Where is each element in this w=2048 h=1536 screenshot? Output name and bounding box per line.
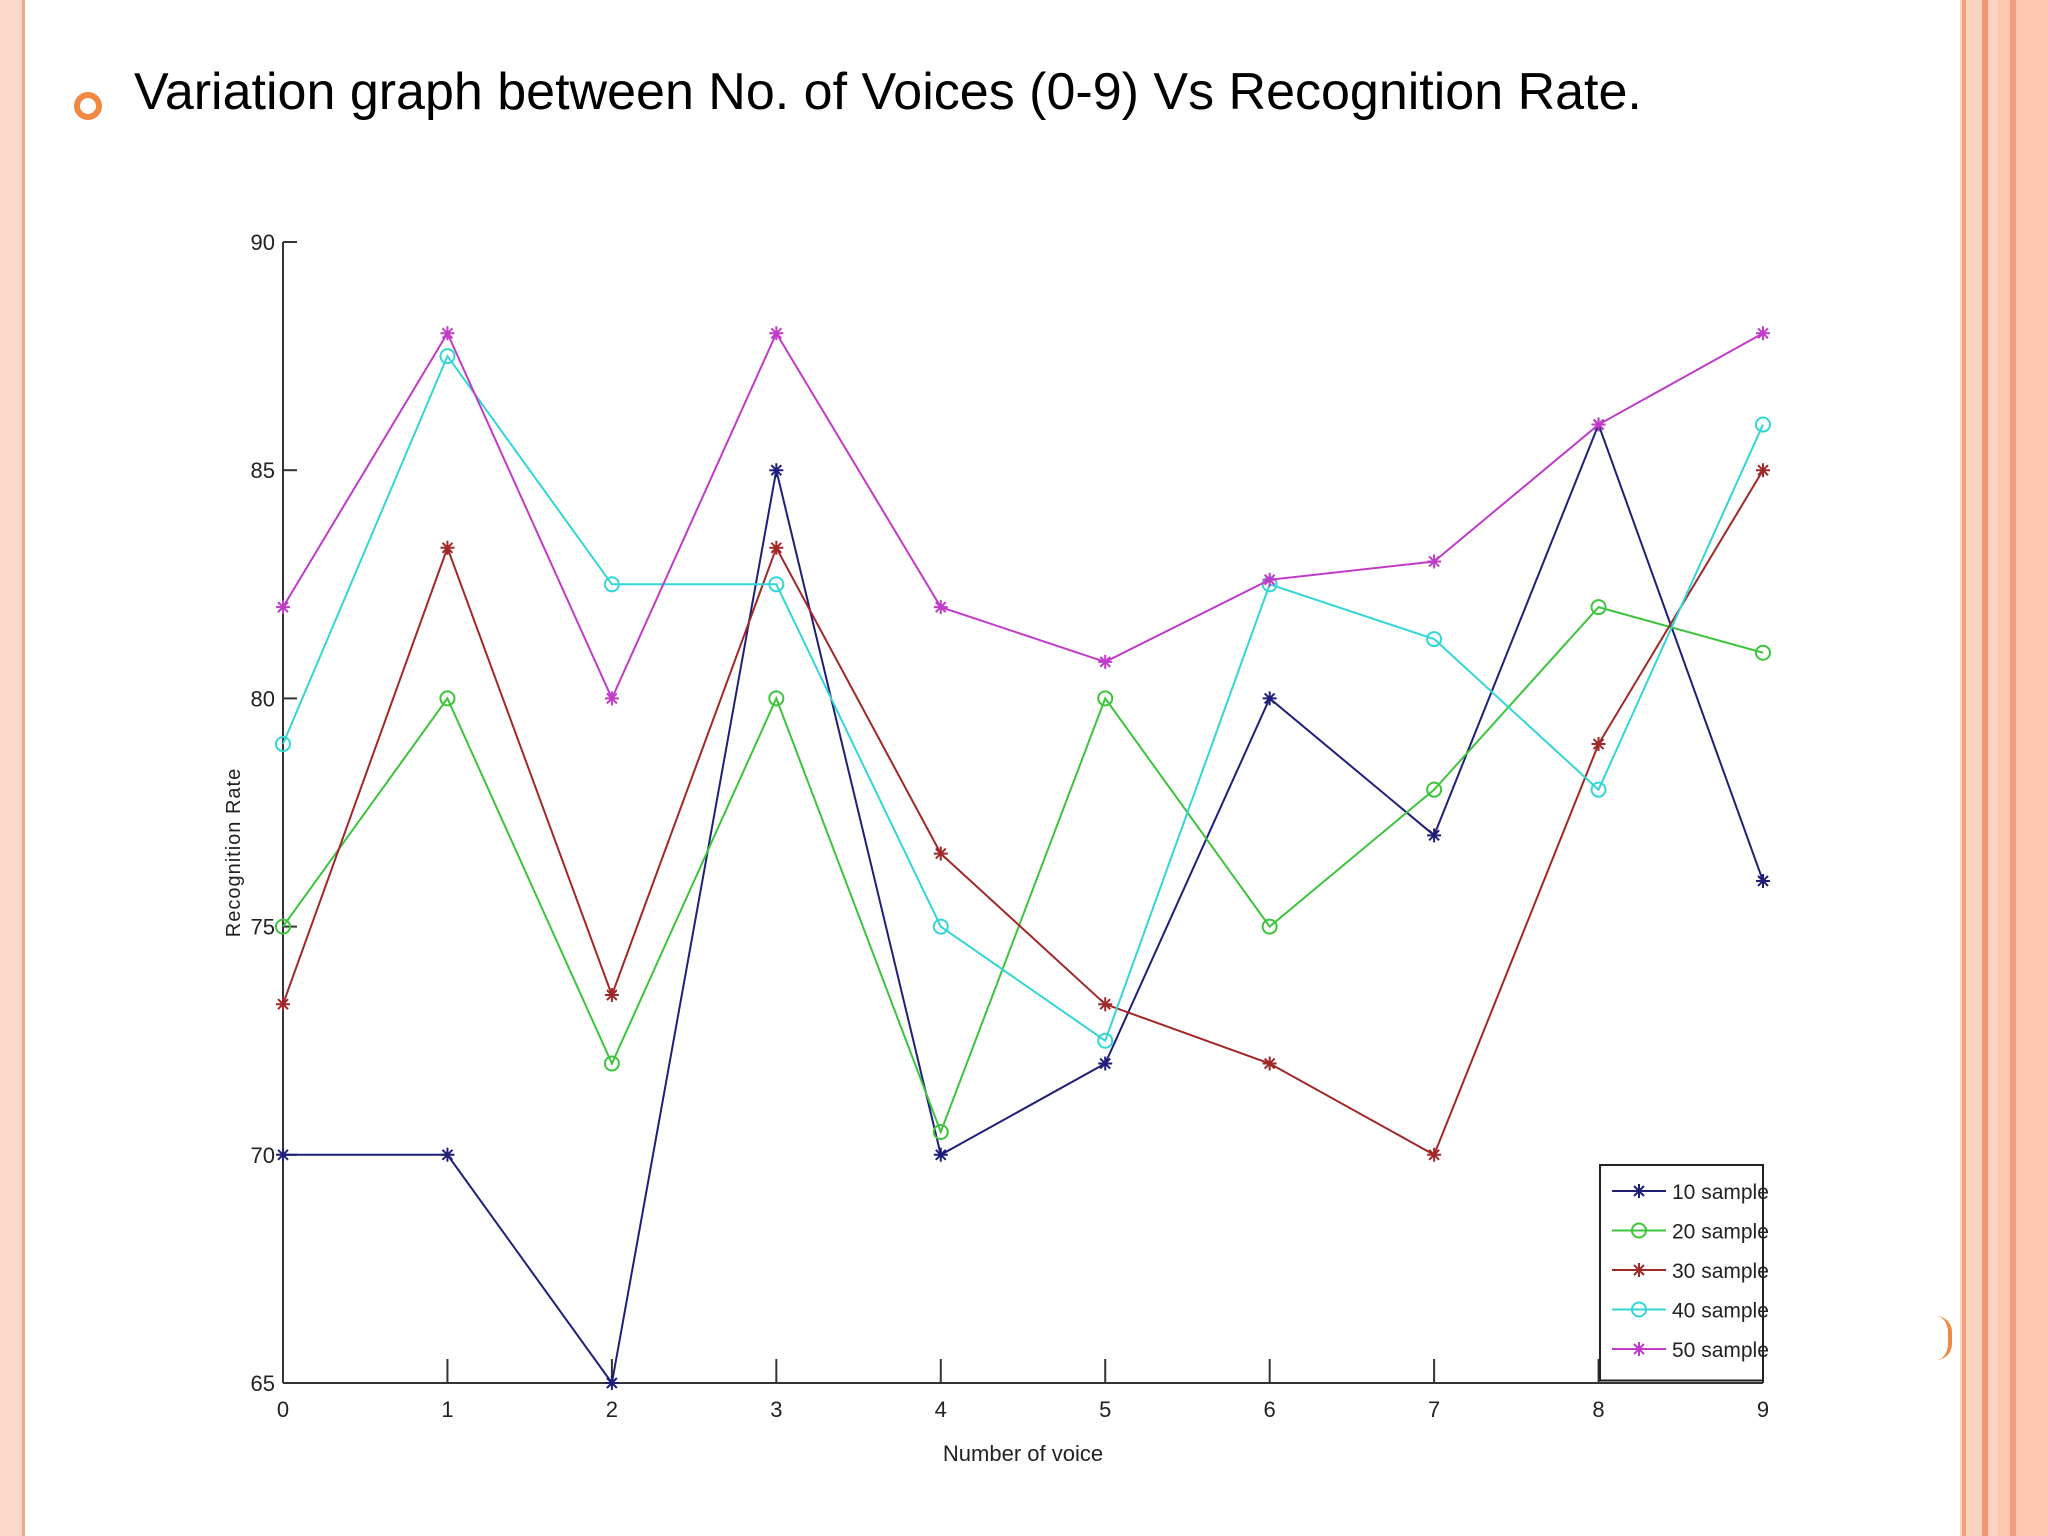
data-point	[1591, 417, 1606, 432]
legend-swatch-marker	[1632, 1342, 1646, 1356]
legend-swatch-marker	[1631, 1222, 1647, 1239]
data-point	[1426, 631, 1443, 648]
data-point	[1427, 828, 1442, 843]
y-tick-label: 65	[251, 1371, 275, 1396]
series-line-1	[283, 421, 1764, 1386]
data-point	[932, 918, 949, 935]
data-point	[604, 1376, 619, 1390]
right-frame-stripe	[1998, 0, 2048, 1536]
legend-swatch-marker	[1632, 1263, 1646, 1277]
data-point	[1262, 691, 1277, 706]
page-mark-icon	[1936, 1316, 1952, 1360]
data-point	[603, 1055, 620, 1072]
data-point	[1591, 737, 1606, 752]
series-line-4	[282, 354, 1764, 1043]
data-point	[933, 1147, 948, 1162]
data-point	[1755, 644, 1771, 661]
circle-bullet-icon	[74, 92, 102, 120]
data-point	[933, 846, 948, 861]
data-point	[1098, 997, 1113, 1012]
legend-entry: 20 sample	[1672, 1221, 1769, 1244]
data-point	[439, 690, 456, 707]
legend-swatch-marker	[1632, 1184, 1646, 1198]
data-point	[276, 1147, 290, 1162]
x-tick-label: 7	[1428, 1397, 1440, 1422]
data-point	[1098, 654, 1113, 669]
series-line-5	[282, 331, 1764, 701]
legend-entry: 30 sample	[1672, 1260, 1769, 1283]
data-point	[276, 600, 290, 615]
data-point	[768, 690, 785, 707]
data-point	[1097, 690, 1114, 707]
data-point	[1262, 572, 1277, 587]
data-point	[1098, 1056, 1113, 1071]
data-point	[1590, 599, 1607, 616]
y-tick-label: 80	[251, 686, 275, 711]
x-tick-label: 8	[1592, 1397, 1604, 1422]
right-frame-stripe	[1962, 0, 1966, 1536]
data-point	[1427, 1147, 1442, 1162]
data-point	[1097, 1032, 1114, 1049]
slide-title: Variation graph between No. of Voices (0…	[134, 63, 1642, 121]
x-tick-label: 2	[606, 1397, 618, 1422]
data-point	[275, 736, 291, 753]
data-point	[604, 988, 619, 1003]
data-point	[440, 1147, 455, 1162]
data-point	[1427, 554, 1442, 569]
data-point	[276, 997, 290, 1012]
data-point	[1755, 416, 1771, 433]
x-axis-label: Number of voice	[943, 1441, 1103, 1466]
data-point	[769, 326, 784, 341]
data-point	[768, 576, 785, 593]
data-point	[1261, 918, 1278, 935]
x-tick-label: 9	[1757, 1397, 1769, 1422]
y-tick-label: 75	[251, 915, 275, 940]
data-point	[932, 1123, 949, 1140]
data-point	[439, 348, 456, 365]
data-point	[275, 918, 291, 935]
data-point	[769, 463, 784, 478]
right-frame-stripe	[1982, 0, 1988, 1536]
data-point	[1426, 781, 1443, 798]
x-tick-label: 6	[1264, 1397, 1276, 1422]
data-point	[1756, 326, 1770, 341]
legend-swatch-marker	[1631, 1301, 1647, 1318]
data-point	[933, 600, 948, 615]
y-tick-label: 90	[251, 230, 275, 255]
y-tick-label: 85	[251, 458, 275, 483]
legend-entry: 10 sample	[1672, 1181, 1769, 1204]
data-point	[440, 326, 455, 341]
left-frame-border	[0, 0, 25, 1536]
data-point	[1590, 781, 1607, 798]
series-line-3	[282, 469, 1764, 1157]
data-point	[603, 576, 620, 593]
x-tick-label: 1	[441, 1397, 453, 1422]
data-point	[604, 691, 619, 706]
legend-box	[1599, 1164, 1764, 1382]
series-line-2	[282, 605, 1764, 1135]
y-axis-label: Recognition Rate	[223, 768, 245, 937]
data-point	[1756, 873, 1770, 888]
data-point	[440, 540, 455, 555]
y-tick-label: 70	[251, 1143, 275, 1168]
data-point	[1262, 1056, 1277, 1071]
data-point	[769, 540, 784, 555]
x-tick-label: 3	[770, 1397, 782, 1422]
legend-entry: 50 sample	[1672, 1339, 1769, 1362]
right-frame-stripe	[2010, 0, 2016, 1536]
x-tick-label: 0	[277, 1397, 289, 1422]
line-chart: 65 70 75 80 85 90 0 1 2 3 4 5 6 7 8 9 Number of voice Rec…	[223, 230, 1771, 1466]
data-point	[1756, 463, 1770, 478]
x-tick-label: 4	[935, 1397, 947, 1422]
legend-entry: 40 sample	[1672, 1300, 1769, 1323]
x-tick-label: 5	[1099, 1397, 1111, 1422]
